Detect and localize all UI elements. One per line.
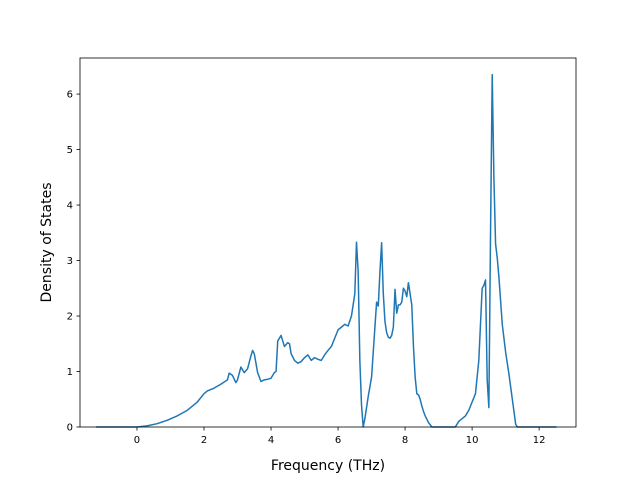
series-line-density-of-states: [96, 73, 557, 428]
plot-area: [80, 58, 576, 427]
x-tick-label: 2: [201, 435, 207, 446]
x-tick-label: 12: [533, 435, 546, 446]
x-tick-label: 0: [134, 435, 140, 446]
x-axis-label: Frequency (THz): [271, 458, 385, 474]
y-tick-label: 2: [67, 312, 73, 323]
y-tick-label: 0: [67, 423, 73, 434]
y-tick-label: 1: [67, 367, 73, 378]
axes-frame: [79, 57, 577, 428]
x-tick-label: 6: [335, 435, 341, 446]
y-tick-label: 6: [67, 90, 73, 101]
x-tick-label: 10: [466, 435, 479, 446]
y-tick-label: 3: [67, 256, 73, 267]
x-tick-label: 4: [268, 435, 274, 446]
y-axis-label: Density of States: [39, 183, 55, 303]
x-tick-label: 8: [402, 435, 408, 446]
y-tick-label: 4: [67, 201, 73, 212]
y-axis-ticks: 0 1 2 3 4 5 6: [67, 90, 80, 434]
y-tick-label: 5: [67, 145, 73, 156]
